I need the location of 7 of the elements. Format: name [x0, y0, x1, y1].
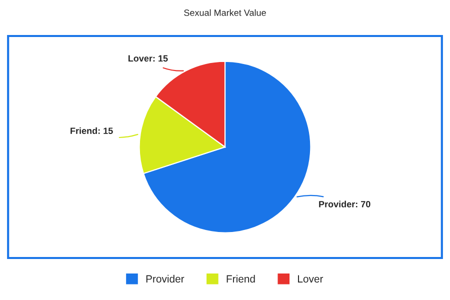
data-label: Lover: 15: [128, 55, 168, 62]
legend-label: Friend: [226, 274, 255, 283]
data-label: Provider: 70: [319, 200, 370, 208]
legend-label: Provider: [146, 274, 184, 283]
chart-title: Sexual Market Value: [184, 9, 266, 16]
data-label: Friend: 15: [70, 127, 113, 134]
legend-label: Lover: [298, 275, 324, 283]
